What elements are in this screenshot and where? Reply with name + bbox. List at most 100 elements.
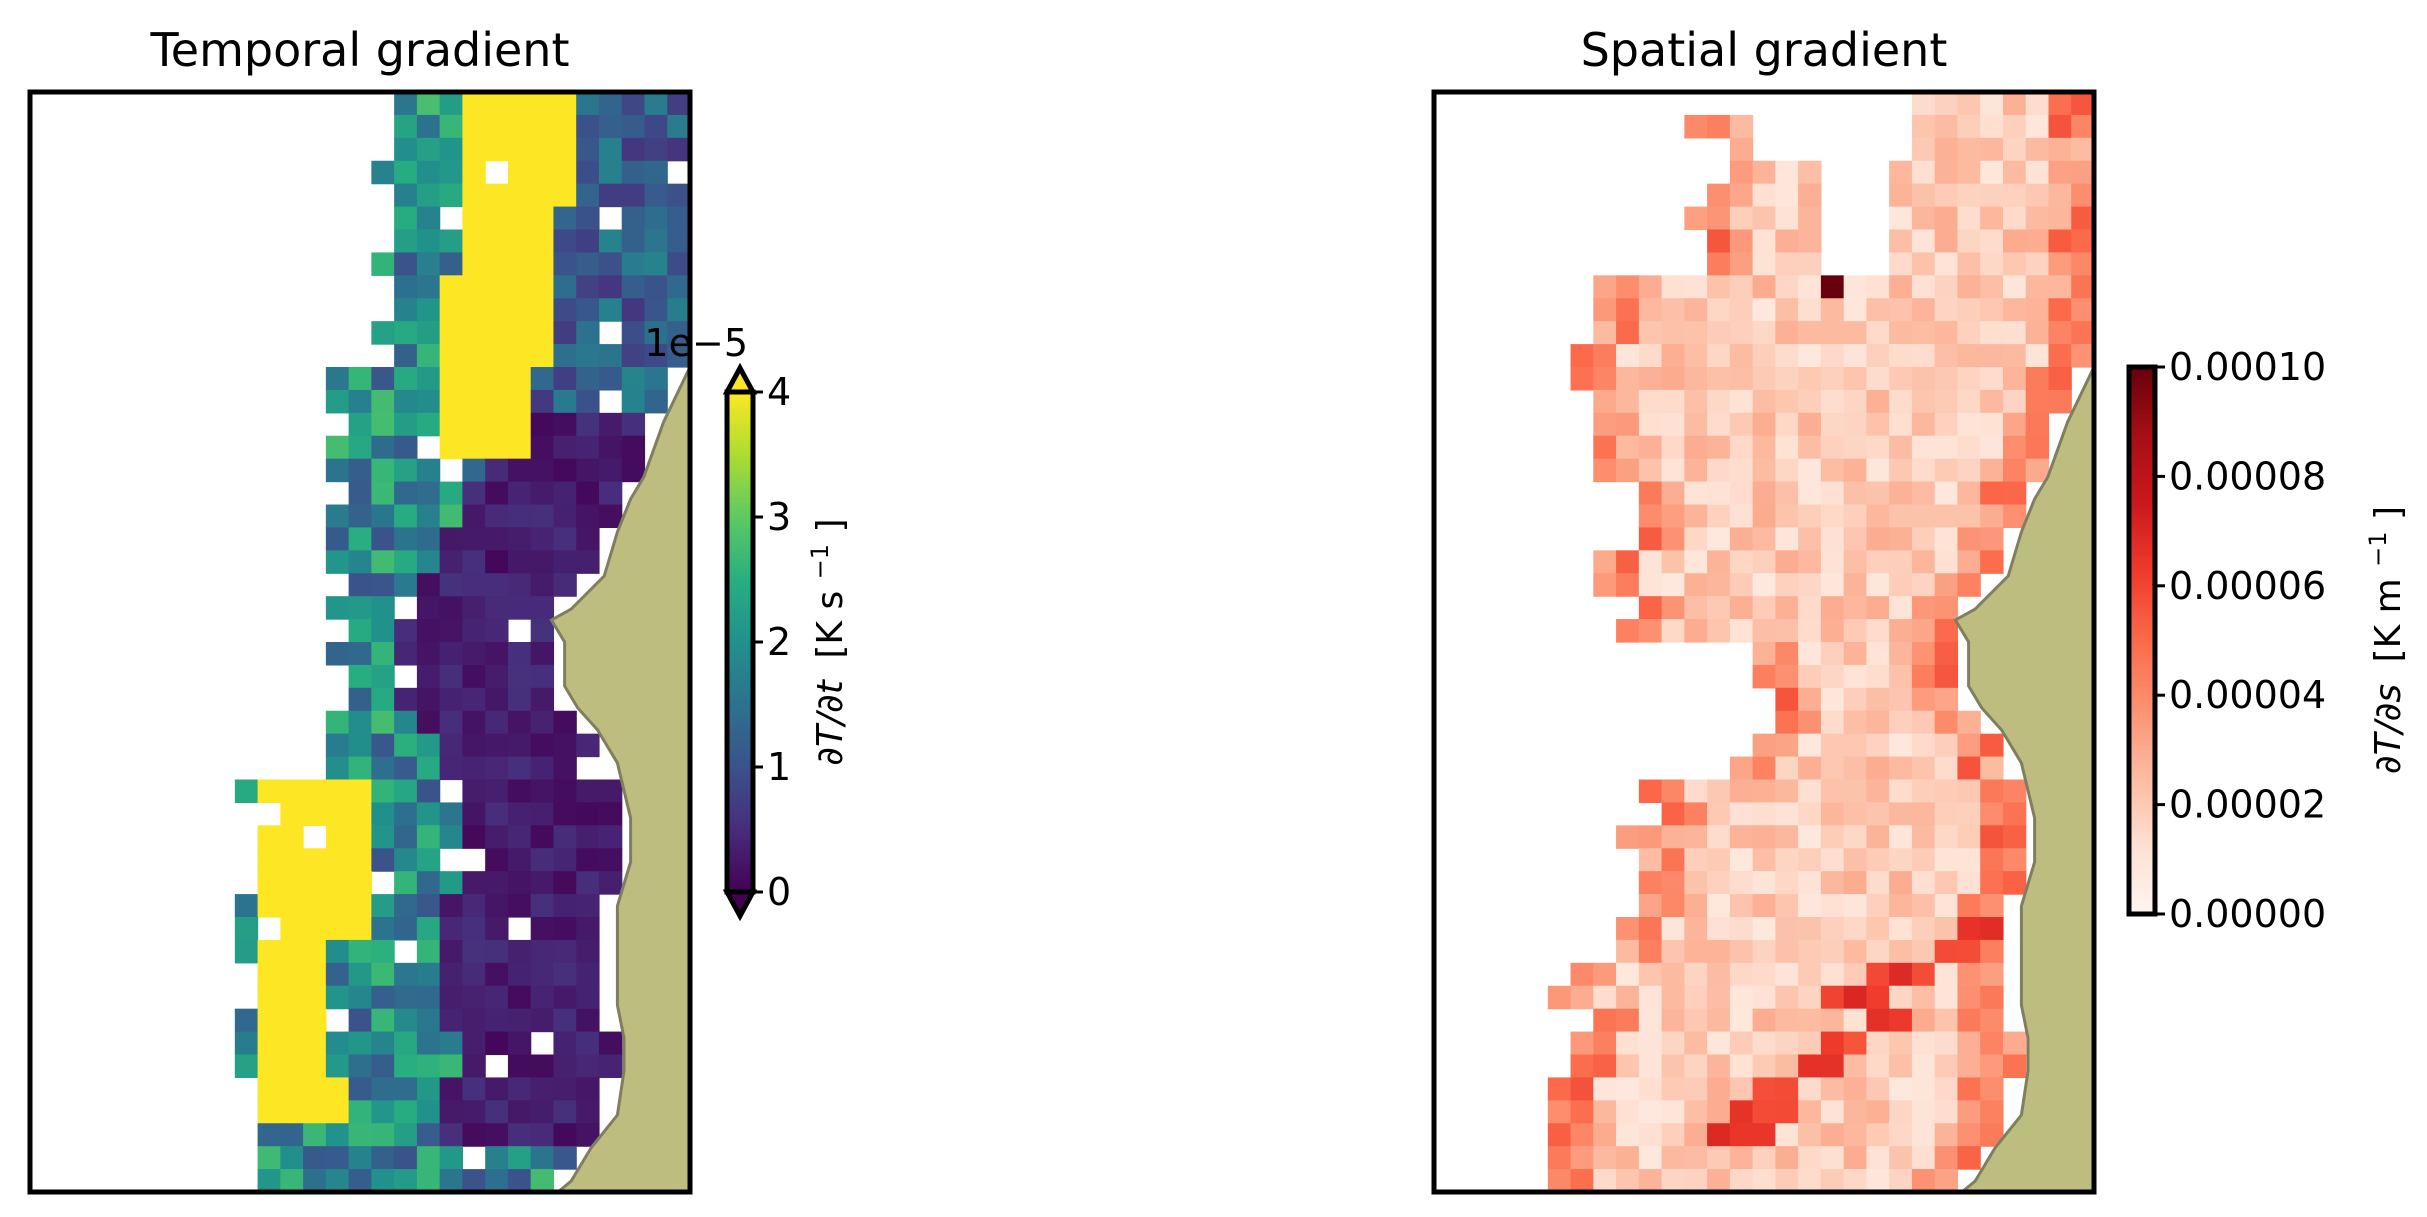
heatmap-cell [621,344,646,368]
heatmap-cell [439,1169,464,1192]
heatmap-cell [598,802,623,826]
heatmap-cell [280,939,304,964]
heatmap-cell [1820,1169,1845,1192]
heatmap-cell [1820,298,1845,322]
heatmap-cell [621,137,646,162]
heatmap-cell [1638,298,1663,322]
heatmap-cell [1820,1031,1845,1056]
heatmap-cell [462,275,486,299]
heatmap-cell [1843,1100,1868,1124]
heatmap-cell [371,481,395,506]
heatmap-cell [1707,939,1731,964]
heatmap-cell [1593,1146,1617,1170]
heatmap-cell [1752,802,1776,826]
heatmap-cell [1934,1169,1959,1192]
heatmap-cell [325,871,350,895]
heatmap-cell [485,710,509,735]
heatmap-cell [1798,779,1822,804]
heatmap-cell [485,733,509,758]
heatmap-cell [1798,573,1822,597]
heatmap-cell [507,894,532,918]
heatmap-cell [1980,298,2004,322]
heatmap-cell [1798,917,1822,941]
heatmap-cell [1593,458,1617,483]
heatmap-cell [1684,1031,1708,1056]
heatmap-cell [1889,710,1913,735]
heatmap-cell [1934,321,1959,345]
heatmap-cell [507,1031,532,1056]
heatmap-cell [462,114,486,139]
heatmap-cell [371,802,395,826]
heatmap-cell [2002,298,2027,322]
heatmap-cell [1593,573,1617,597]
heatmap-cell [234,917,259,941]
heatmap-cell [348,664,372,689]
heatmap-cell [1729,894,1754,918]
heatmap-cell [507,825,532,849]
heatmap-cell [1843,527,1868,551]
heatmap-cell [439,1123,464,1147]
heatmap-cell [1616,389,1640,414]
heatmap-cell [348,802,372,826]
heatmap-cell [1980,1031,2004,1056]
heatmap-cell [462,710,486,735]
heatmap-cell [485,664,509,689]
heatmap-cell [598,298,623,322]
heatmap-cell [621,412,646,437]
heatmap-cell [348,894,372,918]
heatmap-cell [1798,183,1822,208]
heatmap-cell [1661,412,1685,437]
heatmap-cell [1729,206,1754,231]
heatmap-cell [1684,1169,1708,1192]
heatmap-cell [1684,779,1708,804]
heatmap-cell [371,367,395,391]
heatmap-cell [530,550,555,574]
heatmap-cell [1729,481,1754,506]
heatmap-cell [2071,321,2094,345]
heatmap-cell [530,1169,555,1192]
heatmap-cell [1934,642,1959,666]
heatmap-cell [1889,687,1913,712]
heatmap-cell [1638,321,1663,345]
heatmap-cell [1889,894,1913,918]
heatmap-cell [1820,321,1845,345]
heatmap-cell [1911,1054,1936,1079]
heatmap-cell [2071,92,2094,116]
heatmap-cell [530,1146,555,1170]
heatmap-cell [1911,779,1936,804]
heatmap-cell [1798,619,1822,643]
heatmap-cell [416,412,441,437]
heatmap-cell [2002,252,2027,276]
heatmap-cell [1934,160,1959,185]
heatmap-cell [1729,756,1754,781]
heatmap-cell [553,229,577,254]
heatmap-cell [1638,412,1663,437]
heatmap-cell [439,367,464,391]
heatmap-cell [1570,1054,1594,1079]
heatmap-cell [1775,458,1799,483]
heatmap-cell [394,367,418,391]
heatmap-cell [1752,619,1776,643]
heatmap-cell [485,229,509,254]
heatmap-cell [1980,389,2004,414]
heatmap-cell [1866,802,1890,826]
heatmap-cell [348,848,372,872]
heatmap-cell [553,504,577,529]
heatmap-cell [576,825,600,849]
heatmap-cell [553,939,577,964]
heatmap-cell [1911,435,1936,460]
heatmap-cell [553,1123,577,1147]
heatmap-cell [2071,298,2094,322]
heatmap-cell [1957,92,1981,116]
heatmap-cell [1934,435,1959,460]
heatmap-cell [1911,1077,1936,1101]
heatmap-cell [1911,389,1936,414]
heatmap-cell [1957,710,1981,735]
heatmap-cell [576,298,600,322]
heatmap-cell [1934,481,1959,506]
heatmap-cell [2002,1054,2027,1079]
heatmap-cell [553,871,577,895]
heatmap-cell [439,229,464,254]
heatmap-cell [1934,137,1959,162]
heatmap-cell [1934,664,1959,689]
